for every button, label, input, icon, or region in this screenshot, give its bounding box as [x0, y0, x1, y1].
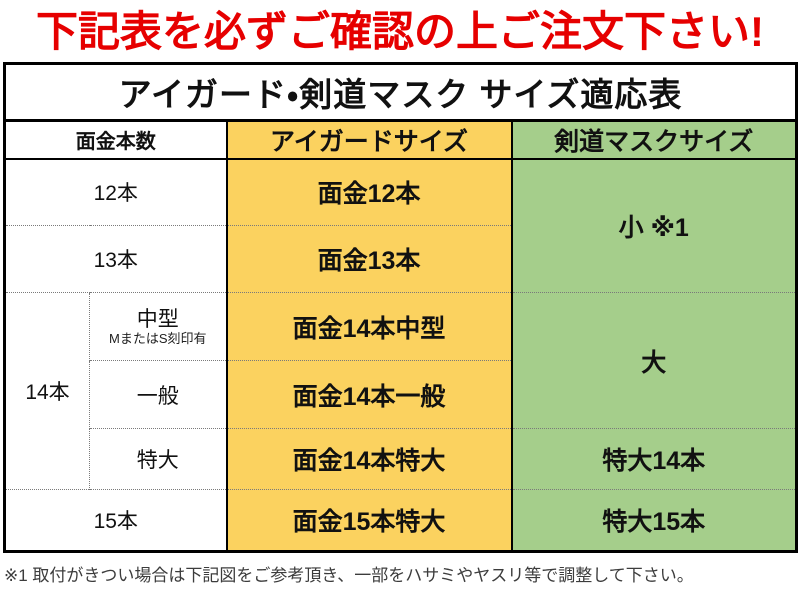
chugata-engraving-note: MまたはS刻印有	[108, 330, 207, 346]
table-header-row: 面金本数 アイガードサイズ 剣道マスクサイズ	[4, 120, 797, 160]
cell-eyeguard-14-ippan: 面金14本一般	[225, 360, 512, 429]
cell-eyeguard-15: 面金15本特大	[225, 489, 512, 552]
table-row: 特大 面金14本特大 特大14本	[5, 428, 797, 490]
header-mengane-count: 面金本数	[4, 120, 227, 160]
header-kendo-mask-size: 剣道マスクサイズ	[510, 120, 797, 160]
cell-eyeguard-14-chugata: 面金14本中型	[225, 292, 512, 361]
cell-type-tokudai: 特大	[89, 428, 227, 490]
cell-eyeguard-14-tokudai: 面金14本特大	[225, 428, 512, 490]
table-title: アイガード・剣道マスク サイズ適応表	[4, 62, 797, 122]
cell-mengane-13: 13本	[4, 225, 227, 293]
header-eyeguard-size: アイガードサイズ	[225, 120, 512, 160]
page: 下記表を必ずご確認の上ご注文下さい! アイガード・剣道マスク サイズ適応表 面金…	[0, 5, 800, 600]
cell-eyeguard-13: 面金13本	[225, 225, 512, 293]
chugata-label: 中型	[136, 307, 179, 331]
cell-mask-tokudai-14: 特大14本	[510, 428, 797, 490]
table-row: 12本 面金12本 小 ※1	[4, 158, 797, 293]
cell-mask-tokudai-15: 特大15本	[510, 489, 797, 552]
cell-mengane-14: 14本	[4, 292, 90, 490]
cell-eyeguard-12: 面金12本	[225, 158, 512, 226]
table-row: 14本 中型 MまたはS刻印有 面金14本中型 大	[4, 292, 797, 490]
size-table: アイガード・剣道マスク サイズ適応表 面金本数 アイガードサイズ 剣道マスクサイ…	[3, 61, 798, 554]
cell-type-chugata: 中型 MまたはS刻印有	[89, 292, 227, 361]
footnote: ※1 取付がきつい場合は下記図をご参考頂き、一部をハサミやヤスリ等で調整して下さ…	[4, 566, 694, 586]
cell-mask-small: 小 ※1	[510, 158, 797, 293]
table-row: 15本 面金15本特大 特大15本	[4, 489, 797, 552]
table-title-row: アイガード・剣道マスク サイズ適応表	[4, 62, 797, 122]
table-row: 一般 面金14本一般	[5, 360, 797, 429]
cell-mengane-12: 12本	[4, 158, 227, 226]
table-row: 13本 面金13本	[4, 225, 797, 293]
cell-mengane-15: 15本	[4, 489, 227, 552]
cell-mask-large: 大	[510, 292, 797, 429]
warning-heading: 下記表を必ずご確認の上ご注文下さい!	[36, 8, 764, 55]
cell-type-ippan: 一般	[89, 360, 227, 429]
